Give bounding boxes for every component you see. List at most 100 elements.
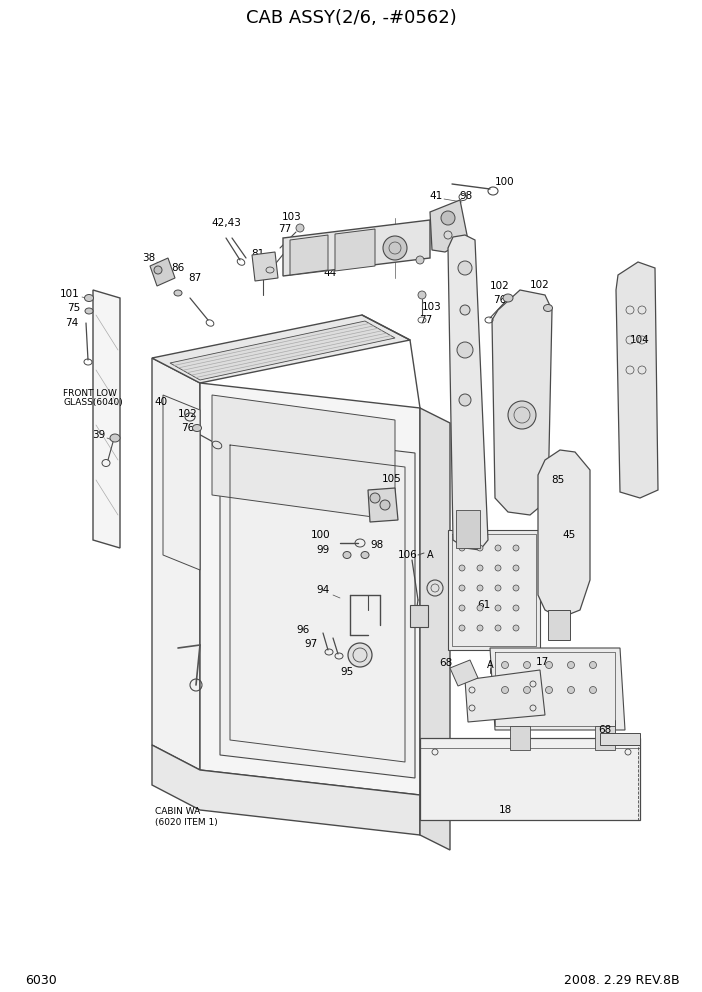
Polygon shape (492, 290, 552, 515)
Text: 99: 99 (317, 545, 330, 555)
Polygon shape (448, 530, 540, 650)
Circle shape (459, 394, 471, 406)
Polygon shape (368, 488, 398, 522)
Ellipse shape (110, 434, 120, 442)
Polygon shape (283, 220, 430, 276)
Text: 81: 81 (251, 249, 265, 259)
Text: (6020 ITEM 1): (6020 ITEM 1) (155, 818, 218, 827)
Text: 95: 95 (340, 667, 354, 677)
Text: 6030: 6030 (25, 973, 57, 986)
Ellipse shape (503, 294, 513, 302)
Circle shape (513, 605, 519, 611)
Text: 74: 74 (65, 318, 78, 328)
Circle shape (460, 305, 470, 315)
Circle shape (545, 662, 552, 669)
Circle shape (590, 662, 597, 669)
Circle shape (567, 686, 574, 693)
Text: A: A (486, 660, 494, 670)
Text: 102: 102 (178, 409, 198, 419)
Text: 103: 103 (422, 302, 442, 312)
Ellipse shape (85, 308, 93, 314)
Text: 98: 98 (371, 540, 383, 550)
Circle shape (457, 342, 473, 358)
Polygon shape (152, 315, 410, 383)
Circle shape (441, 211, 455, 225)
Circle shape (477, 545, 483, 551)
Circle shape (427, 580, 443, 596)
Text: 98: 98 (459, 191, 472, 201)
Text: GLASS(6040): GLASS(6040) (63, 399, 123, 408)
Text: 85: 85 (551, 475, 564, 485)
Text: 62: 62 (474, 532, 487, 542)
Circle shape (524, 686, 531, 693)
Circle shape (590, 686, 597, 693)
Circle shape (513, 545, 519, 551)
Polygon shape (335, 229, 375, 271)
Circle shape (495, 545, 501, 551)
Text: 104: 104 (630, 335, 650, 345)
Circle shape (477, 565, 483, 571)
Ellipse shape (192, 425, 201, 432)
Circle shape (524, 662, 531, 669)
Polygon shape (152, 358, 200, 770)
Circle shape (495, 585, 501, 591)
Circle shape (495, 605, 501, 611)
Polygon shape (163, 395, 200, 570)
Text: 40: 40 (155, 397, 168, 407)
Polygon shape (93, 290, 120, 548)
Polygon shape (220, 430, 415, 778)
Circle shape (370, 493, 380, 503)
Polygon shape (595, 726, 615, 750)
Text: 97: 97 (305, 639, 318, 649)
Text: 87: 87 (188, 273, 201, 283)
Text: 18: 18 (498, 805, 512, 815)
Text: 38: 38 (142, 253, 155, 263)
Text: 77: 77 (419, 315, 432, 325)
Circle shape (296, 224, 304, 232)
Text: 106: 106 (398, 550, 418, 560)
Text: 94: 94 (317, 585, 330, 595)
Circle shape (513, 625, 519, 631)
Text: A: A (427, 550, 434, 560)
Polygon shape (252, 252, 278, 281)
Polygon shape (465, 670, 545, 722)
Polygon shape (548, 610, 570, 640)
Text: 68: 68 (598, 725, 611, 735)
Ellipse shape (361, 552, 369, 558)
Polygon shape (448, 235, 488, 550)
Polygon shape (150, 258, 175, 286)
Circle shape (477, 625, 483, 631)
Text: 2008. 2.29 REV.8B: 2008. 2.29 REV.8B (564, 973, 680, 986)
Text: 41: 41 (430, 191, 443, 201)
Circle shape (501, 662, 508, 669)
Bar (410, 605, 428, 627)
Text: 45: 45 (562, 530, 576, 540)
Circle shape (567, 662, 574, 669)
Polygon shape (212, 395, 395, 520)
Text: 102: 102 (490, 281, 510, 291)
Text: 101: 101 (60, 289, 80, 299)
Text: 103: 103 (282, 212, 302, 222)
Text: 75: 75 (67, 303, 80, 313)
Circle shape (459, 625, 465, 631)
Circle shape (513, 565, 519, 571)
Polygon shape (170, 321, 395, 380)
Text: 77: 77 (279, 224, 291, 234)
Circle shape (383, 236, 407, 260)
Circle shape (501, 686, 508, 693)
Text: 39: 39 (92, 430, 105, 440)
Circle shape (348, 643, 372, 667)
Polygon shape (456, 510, 480, 548)
Text: 61: 61 (477, 600, 490, 610)
Circle shape (477, 605, 483, 611)
Text: 76: 76 (181, 423, 194, 433)
Text: 46: 46 (439, 222, 453, 232)
Text: 100: 100 (310, 530, 330, 540)
Text: 68: 68 (439, 658, 453, 668)
Circle shape (545, 686, 552, 693)
Polygon shape (420, 738, 640, 820)
Circle shape (154, 266, 162, 274)
Polygon shape (430, 200, 468, 252)
Circle shape (459, 585, 465, 591)
Text: CABIN WA: CABIN WA (155, 807, 200, 816)
